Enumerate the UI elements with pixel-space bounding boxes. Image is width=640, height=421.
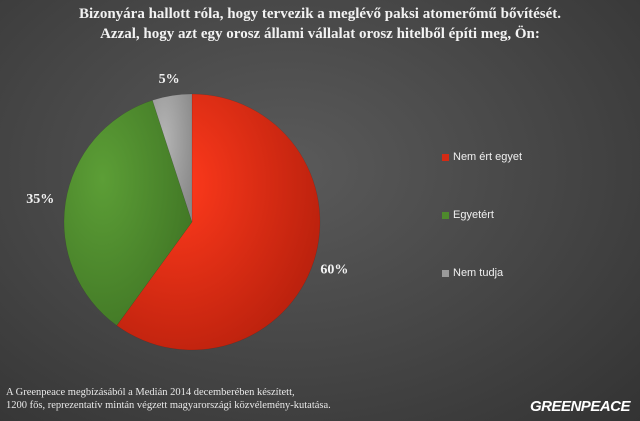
chart-title: Bizonyára hallott róla, hogy tervezik a … bbox=[0, 4, 640, 44]
slice-label-egyetert: 35% bbox=[26, 192, 54, 207]
pie-slice-nem-tudja bbox=[152, 93, 193, 223]
slice-label-nem-tudja: 5% bbox=[159, 72, 180, 87]
footnote-line-2: 1200 fős, reprezentatív mintán végzett m… bbox=[6, 400, 331, 411]
legend-swatch-egyetert bbox=[442, 211, 449, 219]
legend-swatch-nem-ert-egyet bbox=[442, 153, 449, 161]
source-footnote: A Greenpeace megbízásából a Medián 2014 … bbox=[6, 386, 331, 412]
slice-label-nem-ert-egyet: 60% bbox=[320, 262, 348, 277]
legend-label-nem-tudja: Nem tudja bbox=[453, 267, 504, 279]
greenpeace-logo: GREENPEACE bbox=[529, 398, 631, 415]
legend-item-nem-ert-egyet: Nem ért egyet bbox=[442, 150, 522, 164]
legend-item-nem-tudja: Nem tudja bbox=[442, 266, 522, 280]
footnote-line-1: A Greenpeace megbízásából a Medián 2014 … bbox=[6, 387, 295, 398]
chart-legend: Nem ért egyet Egyetért Nem tudja bbox=[442, 150, 522, 324]
legend-item-egyetert: Egyetért bbox=[442, 208, 522, 222]
chart-title-line-1: Bizonyára hallott róla, hogy tervezik a … bbox=[78, 6, 561, 22]
chart-title-line-2: Azzal, hogy azt egy orosz állami vállala… bbox=[100, 26, 540, 42]
legend-label-egyetert: Egyetért bbox=[453, 209, 494, 221]
pie-slice-nem-ert-egyet bbox=[116, 93, 321, 351]
legend-swatch-nem-tudja bbox=[442, 269, 449, 277]
pie-slice-egyetert bbox=[63, 99, 193, 326]
legend-label-nem-ert-egyet: Nem ért egyet bbox=[453, 151, 523, 163]
